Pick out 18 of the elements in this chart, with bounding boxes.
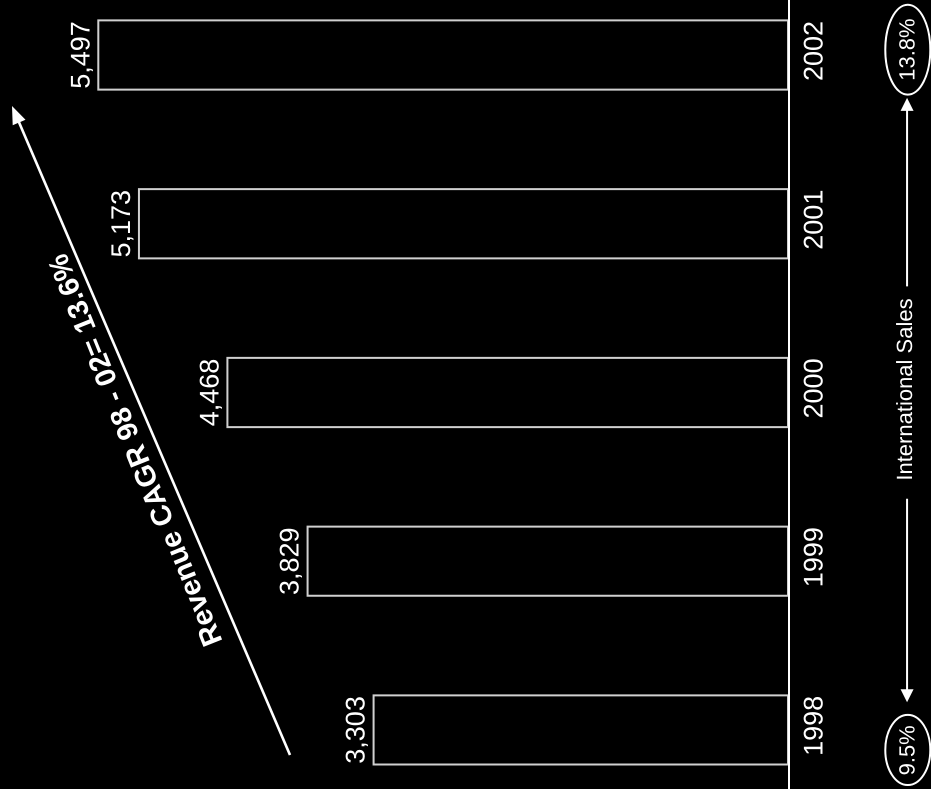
text: International Sales (892, 298, 918, 481)
data-label: 5,497 (65, 21, 96, 89)
bar (372, 694, 788, 766)
bar (306, 526, 788, 597)
data-label: 5,173 (106, 190, 136, 258)
bar (226, 356, 788, 428)
y-tick-label: 2002 (798, 20, 828, 81)
text: 9.5% (894, 725, 920, 776)
text: 13.8% (894, 18, 920, 81)
data-label: 4,468 (194, 358, 224, 426)
y-tick-label: 2001 (798, 190, 828, 250)
y-tick-label: 2000 (798, 358, 828, 418)
y-tick-label: 1999 (798, 527, 828, 588)
bar (97, 19, 788, 91)
data-label: 3,829 (274, 527, 305, 595)
data-label: 3,303 (340, 696, 371, 764)
bar (138, 188, 788, 260)
y-tick-label: 1998 (798, 696, 828, 756)
